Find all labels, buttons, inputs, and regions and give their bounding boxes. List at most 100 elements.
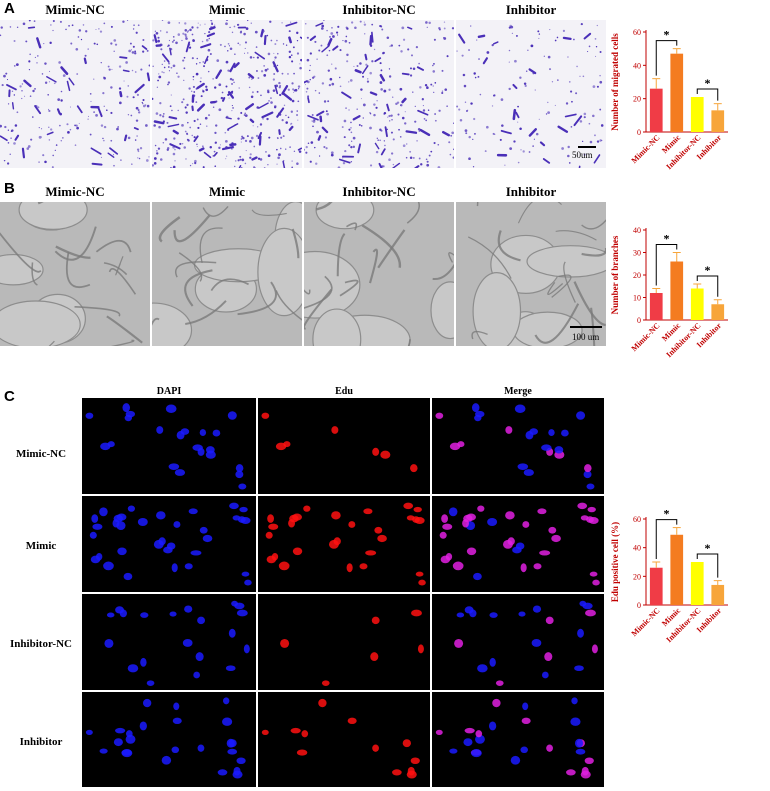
- migrated-cell-dot: [113, 39, 117, 42]
- nucleus: [92, 523, 103, 530]
- migrated-cell-dot: [404, 122, 407, 125]
- migrated-cell-dot: [214, 131, 217, 134]
- migrated-cell-dot: [202, 61, 204, 63]
- migrated-cell-dot: [178, 22, 181, 24]
- migrated-cell-dot: [599, 51, 602, 54]
- nucleus: [166, 542, 176, 550]
- migrated-cell-dot: [530, 44, 534, 48]
- migrated-cell-dot: [196, 118, 199, 121]
- tube-branch: [158, 216, 181, 243]
- migrated-cell-dot: [596, 24, 598, 27]
- migrated-cell-dot: [156, 149, 158, 152]
- migrated-cell-dot: [288, 30, 291, 33]
- migrated-cell-dot: [443, 21, 446, 23]
- migrated-cell-dot: [156, 152, 159, 155]
- tube-branch: [581, 247, 606, 257]
- migrated-cell-dot: [583, 116, 586, 119]
- migrated-cell-dot: [538, 37, 540, 39]
- migrated-cell-dot: [177, 109, 179, 112]
- migrated-cell-dot: [599, 139, 602, 142]
- migrated-cell-dot: [269, 20, 272, 23]
- migrated-cell-dot: [515, 34, 518, 37]
- nucleus: [374, 526, 383, 534]
- migrated-cell-dot: [573, 38, 575, 41]
- migrated-cell-dot: [524, 84, 527, 88]
- migrated-cell-dot: [426, 160, 429, 163]
- migrated-cell-dot: [183, 79, 185, 81]
- tube-branch: [95, 239, 132, 253]
- migrated-cell-body: [282, 160, 286, 168]
- panel-b-col-title-1: Mimic-NC: [45, 184, 105, 199]
- migrated-cell-dot: [185, 158, 187, 160]
- migrated-cell-dot: [244, 112, 247, 115]
- migrated-cell-dot: [155, 112, 159, 115]
- x-tick-label: Mimic-NC: [630, 133, 662, 165]
- migrated-cell-dot: [508, 61, 510, 63]
- migrated-cell-dot: [287, 73, 289, 75]
- migrated-cell-dot: [41, 73, 44, 75]
- migrated-cell-dot: [163, 60, 166, 62]
- tube-branch: [377, 229, 406, 269]
- migrated-cell-dot: [517, 121, 519, 123]
- migrated-cell-body: [46, 131, 54, 136]
- tube-branch: [37, 202, 44, 205]
- migrated-cell-dot: [519, 127, 522, 131]
- migrated-cell-dot: [305, 145, 308, 149]
- nucleus: [495, 680, 504, 686]
- migrated-cell-dot: [369, 126, 372, 130]
- migrated-cell-body: [34, 105, 42, 115]
- nucleus: [212, 429, 221, 437]
- y-axis-label: Number of migrated cells: [610, 33, 620, 131]
- migrated-cell-dot: [224, 45, 226, 48]
- migrated-cell-dot: [48, 81, 51, 83]
- migrated-cell-dot: [412, 91, 414, 93]
- migrated-cell-dot: [225, 20, 229, 22]
- nucleus: [193, 671, 201, 679]
- migrated-cell-dot: [48, 126, 50, 128]
- migrated-cell-dot: [397, 113, 400, 116]
- migrated-cell-body: [374, 142, 380, 150]
- migrated-cell-dot: [520, 149, 522, 151]
- migrated-cell-dot: [193, 91, 196, 93]
- migrated-cell-dot: [182, 98, 185, 101]
- migrated-cell-dot: [127, 136, 131, 140]
- migrated-cell-dot: [291, 99, 295, 103]
- migrated-cell-dot: [38, 127, 40, 129]
- panel-letter-b: B: [4, 180, 15, 197]
- migrated-cell-dot: [422, 109, 426, 112]
- migrated-cell-dot: [418, 130, 420, 132]
- nucleus: [471, 403, 480, 413]
- migrated-cell-dot: [426, 26, 428, 28]
- nucleus: [529, 428, 538, 435]
- migrated-cell-dot: [93, 42, 96, 45]
- migrated-cell-dot: [309, 78, 311, 81]
- migrated-cell-dot: [127, 85, 130, 87]
- migrated-cell-dot: [191, 134, 193, 137]
- panel-b-col-title-2: Mimic: [208, 184, 246, 199]
- fluorescence-image: [258, 594, 430, 690]
- tube-branch: [581, 219, 606, 230]
- migrated-cell-body: [258, 102, 269, 109]
- migrated-cell-dot: [14, 124, 18, 127]
- migrated-cell-dot: [239, 44, 241, 46]
- migrated-cell-dot: [103, 125, 107, 129]
- migrated-cell-dot: [296, 110, 299, 112]
- migrated-cell-dot: [426, 86, 429, 90]
- nucleus: [466, 513, 476, 521]
- migrated-cell-dot: [158, 125, 161, 129]
- nucleus: [462, 518, 470, 528]
- nucleus: [137, 518, 148, 527]
- migrated-cell-dot: [412, 67, 416, 70]
- migrated-cell-dot: [449, 153, 452, 156]
- migrated-cell-dot: [376, 137, 379, 139]
- migrated-cell-dot: [351, 21, 354, 24]
- nucleus: [586, 483, 595, 490]
- y-tick-label: 40: [633, 61, 641, 70]
- migrated-cell-dot: [163, 66, 166, 69]
- migrated-cell-body: [416, 66, 425, 71]
- migrated-cell-dot: [456, 105, 459, 108]
- tube-branch: [173, 214, 211, 243]
- migrated-cell-dot: [283, 104, 286, 107]
- migrated-cell-dot: [142, 39, 145, 42]
- migrated-cell-dot: [208, 31, 211, 34]
